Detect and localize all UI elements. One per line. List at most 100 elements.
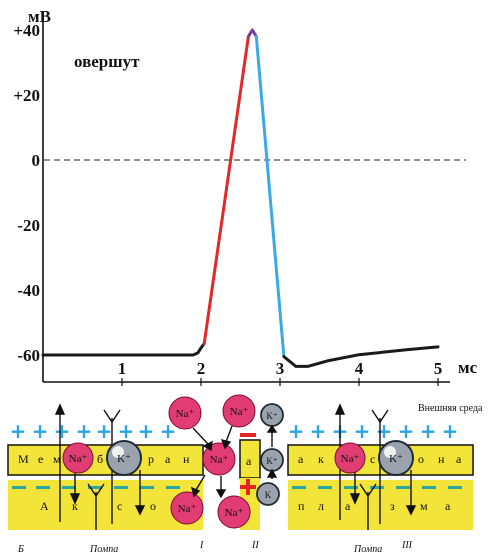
minus-charge <box>370 486 384 489</box>
middle-letter: а <box>246 454 252 468</box>
plus-charge: + <box>288 419 305 443</box>
x-tick-label: 4 <box>355 359 364 378</box>
letter: е <box>38 452 43 466</box>
minus-charge <box>422 486 436 489</box>
na-ion: Na⁺ <box>222 394 256 428</box>
red-minus <box>240 433 256 437</box>
na-ion: Na⁺ <box>217 495 251 529</box>
svg-text:Na⁺: Na⁺ <box>225 507 244 519</box>
y-tick-label: -60 <box>17 346 40 365</box>
plus-charge: + <box>32 419 49 443</box>
x-tick-label: 2 <box>197 359 206 378</box>
svg-text:K⁺: K⁺ <box>266 411 277 421</box>
y-tick-label: +40 <box>13 21 40 40</box>
plus-charge: + <box>420 419 437 443</box>
letter: к <box>72 499 78 513</box>
minus-charge <box>140 486 154 489</box>
letter: с <box>117 499 122 513</box>
overshoot-label: овершут <box>74 52 140 71</box>
svg-text:K⁺: K⁺ <box>117 453 131 465</box>
k-ion: K⁺ <box>106 440 142 476</box>
section-label-1: I <box>199 540 204 551</box>
svg-text:K⁺: K⁺ <box>266 456 277 466</box>
x-tick-label: 1 <box>118 359 127 378</box>
letter: М <box>18 452 29 466</box>
letter: с <box>370 452 375 466</box>
plus-charge: + <box>354 419 371 443</box>
minus-charge <box>318 486 332 489</box>
letter: л <box>318 499 324 513</box>
plus-signs: + + + + + + + + + + + + + + + + <box>10 419 459 443</box>
minus-charge <box>36 486 50 489</box>
action-potential-chart: мВ мс овершут +40 +20 0 -20 -40 -60 1 2 3 4 5 <box>13 7 478 386</box>
plus-charge: + <box>10 419 27 443</box>
minus-signs <box>12 486 462 489</box>
k-ion: K⁺ <box>260 448 284 472</box>
middle-arrows <box>190 424 278 499</box>
membrane-word-right: а к с о н а <box>298 452 462 466</box>
letter: б <box>97 452 103 466</box>
x-axis-unit: мс <box>458 358 478 377</box>
x-tick-layer: 1 2 3 4 5 <box>118 359 443 386</box>
minus-charge <box>448 486 462 489</box>
plus-charge: + <box>160 419 177 443</box>
outer-medium-label: Внешняя среда <box>418 403 483 414</box>
left-membrane-band <box>7 444 204 476</box>
letter: р <box>148 452 154 466</box>
red-plus-v <box>246 479 250 495</box>
minus-charge <box>114 486 128 489</box>
x-tick-label: 3 <box>276 359 285 378</box>
plus-charge: + <box>96 419 113 443</box>
series-line <box>254 35 286 359</box>
series-line <box>202 35 250 346</box>
letter: а <box>345 499 351 513</box>
minus-charge <box>166 486 180 489</box>
membrane-diagram: + + + + + + + + + + + + + + + + М е м б р а н а к с о н… <box>7 394 483 555</box>
na-ion: Na⁺ <box>202 442 236 476</box>
plus-charge: + <box>118 419 135 443</box>
na-ion: Na⁺ <box>168 396 202 430</box>
letter: м <box>53 452 61 466</box>
letter: м <box>420 499 428 513</box>
minus-charge <box>88 486 102 489</box>
svg-text:K: K <box>265 490 272 500</box>
series-line <box>246 28 258 38</box>
minus-charge <box>292 486 306 489</box>
plus-charge: + <box>398 419 415 443</box>
letter: А <box>40 499 49 513</box>
panel-label-b: Б <box>17 544 24 555</box>
y-tick-label: +20 <box>13 86 40 105</box>
y-tick-label: -20 <box>17 216 40 235</box>
plus-charge: + <box>76 419 93 443</box>
k-ion: K⁺ <box>260 403 284 427</box>
section-label-2: II <box>251 540 259 551</box>
membrane-word-left: М е м б р а н <box>18 452 190 466</box>
na-ion: Na⁺ <box>170 491 204 525</box>
axon-word-left: А к с о <box>40 499 156 513</box>
letter: п <box>298 499 305 513</box>
k-ion: K <box>256 482 280 506</box>
letter: к <box>318 452 324 466</box>
letter: а <box>165 452 171 466</box>
na-ion: Na⁺ <box>62 442 94 474</box>
letter: н <box>438 452 445 466</box>
k-ion: K⁺ <box>378 440 414 476</box>
plasma-word-right: п л а з м а <box>298 499 451 513</box>
minus-charge <box>62 486 76 489</box>
minus-charge <box>396 486 410 489</box>
minus-charge <box>344 486 358 489</box>
series-line <box>282 345 440 368</box>
svg-text:Na⁺: Na⁺ <box>341 453 360 465</box>
svg-text:Na⁺: Na⁺ <box>230 406 249 418</box>
svg-text:K⁺: K⁺ <box>389 453 403 465</box>
na-ion: Na⁺ <box>334 442 366 474</box>
section-label-3: III <box>401 540 413 551</box>
plus-charge: + <box>310 419 327 443</box>
x-tick-label: 5 <box>434 359 443 378</box>
svg-text:Na⁺: Na⁺ <box>178 503 197 515</box>
letter: о <box>150 499 156 513</box>
letter: а <box>445 499 451 513</box>
y-tick-label: 0 <box>32 151 41 170</box>
plus-charge: + <box>138 419 155 443</box>
